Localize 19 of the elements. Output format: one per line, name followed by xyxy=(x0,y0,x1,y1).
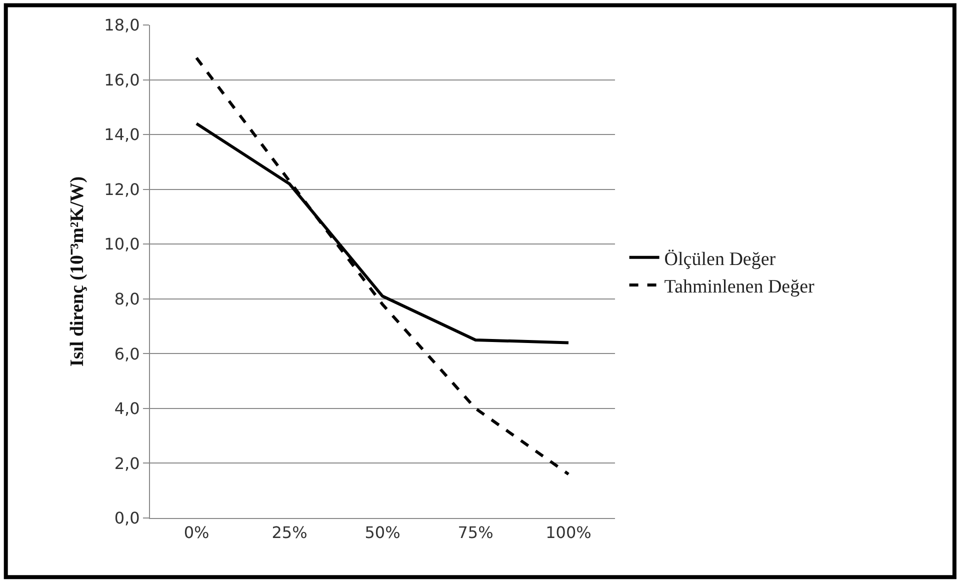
x-tick-label: 100% xyxy=(546,523,592,542)
y-tick-label: 2,0 xyxy=(114,454,140,473)
legend-label: Tahminlenen Değer xyxy=(664,276,816,298)
y-tick-label: 12,0 xyxy=(104,180,140,199)
x-tick-label: 50% xyxy=(364,523,400,542)
legend-label: Ölçülen Değer xyxy=(664,248,776,270)
y-tick-label: 0,0 xyxy=(114,508,140,528)
y-tick-label: 18,0 xyxy=(104,16,140,35)
line-series xyxy=(195,56,570,476)
y-axis-title: Isıl direnç (10⁻³m²K/W) xyxy=(67,176,88,367)
y-tick-label: 4,0 xyxy=(114,399,140,418)
y-tick-label: 8,0 xyxy=(114,289,140,308)
y-tick-label: 10,0 xyxy=(104,234,140,254)
y-tick-label: 14,0 xyxy=(104,125,140,144)
x-tick-label: 75% xyxy=(458,523,494,542)
x-tick-label: 0% xyxy=(184,523,210,542)
y-tick-label: 6,0 xyxy=(114,344,140,364)
y-tick-label: 16,0 xyxy=(104,70,140,90)
x-tick-label: 25% xyxy=(272,523,308,542)
